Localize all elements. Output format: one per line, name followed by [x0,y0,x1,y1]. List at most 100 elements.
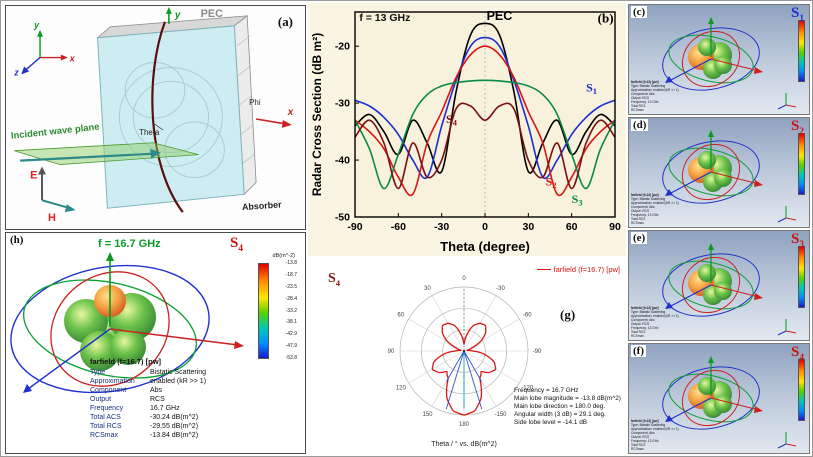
farfield-row: Total ACS -30.24 dB(m^2) [90,414,199,421]
polar-caption: Theta / ° vs. dB(m^2) [431,441,497,448]
series-S3 [354,79,616,190]
rcs-line-chart: -90 -60 -30 0 30 60 90 -20 -30 -40 -50 Theta (degre… [310,9,621,254]
polar-angle-label: -90 [533,349,542,355]
text-line: Approximation: enabled (kR >> 1) [631,314,679,318]
text-line: Output: RCS [631,96,650,100]
legend-text: farfield (f=16.7) [pw] [553,265,621,274]
text-line: -47.9 [285,343,297,350]
text-line: Type: Bistatic Scattering [631,423,666,427]
schematic-drawing: y x Phi Theta PEC Absorber Incident wave… [10,6,294,224]
svg-text:30: 30 [522,221,534,233]
text-line: Component: Abs [631,318,655,322]
propagation-arrow [20,152,154,162]
colorbar [798,246,805,308]
cst-panel-f: (f) S4 farfield (f=13) [pw] Type: Bistati… [628,343,810,454]
text-line: Frequency = 16.7 GHz [514,387,579,394]
farfield-info-block: farfield (f=13) [pw] Type: Bistatic Scatt… [631,193,679,225]
absorber-hatch [237,35,255,165]
s-sub: 4 [799,353,804,363]
text-line: Total RCS [631,217,646,221]
s-sub: 4 [238,244,243,254]
lobe-marker-line [445,350,465,410]
text-line: Output: RCS [631,209,650,213]
svg-text:-50: -50 [335,212,350,224]
e-field-label: E [30,169,37,181]
polar-angle-label: -60 [523,313,532,319]
text-line: -23.5 [285,283,297,290]
farfield-row: Component Abs [90,387,163,394]
text-line: Frequency: 13 GHz [631,439,659,443]
polar-angle-label: 0 [462,276,466,282]
pec-label: PEC [201,8,224,20]
text-line: Total RCS [631,443,646,447]
text-line: Approximation: enabled (kR >> 1) [631,427,679,431]
panel-c-label: (c) [631,6,648,18]
svg-text:-30: -30 [434,221,449,233]
text-line: -13.8 [285,260,297,266]
svg-text:-20: -20 [335,41,350,53]
svg-text:-30: -30 [335,98,350,110]
svg-text:-90: -90 [347,221,362,233]
lobe-marker-line [463,350,483,410]
text-line: Total RCS [631,104,646,108]
text-line: farfield (f=13) [pw] [631,419,659,423]
svg-text:90: 90 [609,221,621,233]
s-sub: 2 [799,127,804,137]
text-line: Type: Bistatic Scattering [631,197,666,201]
curve-label: f = 13 GHz [359,12,410,24]
text-line: Side lobe level = -14.1 dB [514,419,588,426]
text-line: RCSmax [631,108,644,112]
phi-label: Phi [249,98,261,107]
colorbar-title: dB(m^-2) [272,253,295,259]
text-line: Frequency: 13 GHz [631,213,659,217]
axes-triad-icon [777,205,797,223]
panel-a-schematic: y x Phi Theta PEC Absorber Incident wave… [5,5,306,230]
colorbar [798,359,805,421]
panel-e-label: (e) [631,232,648,244]
h-field-label: H [48,212,56,224]
lobe-marker-line [463,350,482,382]
s-sub: 4 [335,277,341,288]
text-line: Approximation: enabled (kR >> 1) [631,201,679,205]
axes-triad-icon [777,92,797,110]
legend-line-swatch [536,269,551,270]
s-main: S [791,344,800,360]
text-line: Total RCS [631,330,646,334]
colorbar [258,263,269,359]
polar-angle-label: 180 [459,422,470,428]
polar-angle-label: -150 [494,412,507,418]
cst-panel-e: (e) S3 farfield (f=13) [pw] Type: Bistati… [628,230,810,341]
cst-panel-c: (c) S1 farfield (f=13) [pw] Type: Bistati… [628,4,810,115]
coordinate-triad: y x z [13,20,76,78]
farfield-info-block: farfield (f=13) [pw] Type: Bistatic Scatt… [631,80,679,112]
resonator-rings [118,61,225,178]
text-line: -33.2 [285,307,297,314]
series-S1 [354,36,616,180]
triad-z-label: z [13,67,19,77]
farfield-row: Frequency 16.7 GHz [90,405,180,412]
cst-panel-d: (d) S2 farfield (f=13) [pw] Type: Bistati… [628,117,810,228]
text-line: RCSmax [631,447,644,451]
text-line: -28.4 [285,295,297,302]
axes-triad-icon [777,431,797,449]
colorbar [798,20,805,82]
panel-b-rcs-chart: -90 -60 -30 0 30 60 90 -20 -30 -40 -50 Theta (degre… [308,3,626,256]
panel-h-3d-pattern: (h) f = 16.7 GHz S4 dB(m^-2) -13.8 -18.7-… [5,232,306,454]
colorbar-ticks: -13.8 -18.7 -23.5 -28.4 -33.2 -38.1 -42.9 -47.9… [286,261,297,361]
text-line: Angular width (3 dB) = 29.1 deg. [514,411,606,418]
text-line: Output: RCS [631,435,650,439]
axes-triad-icon [777,318,797,336]
text-line: farfield (f=13) [pw] [631,80,659,84]
s4-label: S4 [791,344,804,363]
polar-angle-label: 60 [397,313,404,319]
curve-label: (b) [598,10,614,25]
s-sub: 3 [799,240,804,250]
svg-text:0: 0 [482,221,488,233]
polar-angle-label: -120 [521,386,534,392]
s-main: S [328,271,336,286]
farfield-header: farfield (f=16.7) [pw] [90,357,162,366]
text-line: Type: Bistatic Scattering [631,310,666,314]
absorber-label: Absorber [242,199,283,212]
triad-x-label: x [69,54,76,64]
text-line: Type: Bistatic Scattering [631,84,666,88]
